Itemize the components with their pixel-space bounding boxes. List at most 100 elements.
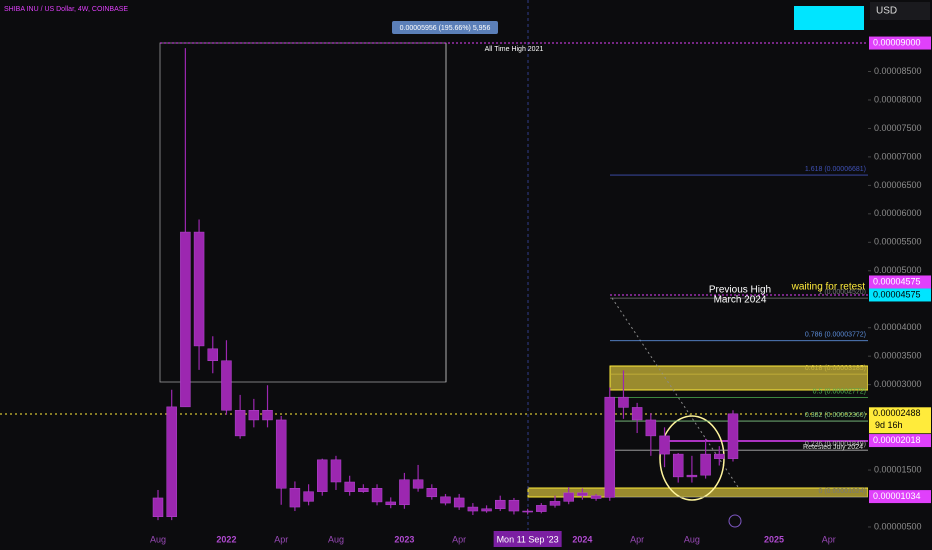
x-tick-label: 2025 — [764, 534, 784, 544]
candle-body — [508, 499, 520, 512]
candle-body — [590, 495, 602, 499]
candle-body — [467, 506, 479, 512]
candle-body — [700, 453, 711, 476]
candle-body — [495, 499, 506, 510]
chart-title: SHIBA INU / US Dollar, 4W, COINBASE — [4, 6, 128, 13]
x-tick-label: Aug — [328, 534, 344, 544]
price-label-box — [869, 288, 931, 302]
prev-high-label: Previous High — [709, 285, 771, 296]
candle-body — [618, 396, 629, 408]
fib-label: 0.618 (0.00003185) — [805, 365, 866, 372]
candle-body — [536, 505, 547, 512]
y-tick-label: 0.00008000 — [874, 94, 922, 104]
y-tick-label: 0.00004000 — [874, 322, 922, 332]
y-tick-label: 0.00003000 — [874, 379, 922, 389]
price-label-box — [869, 490, 931, 504]
y-tick-label: 0.00007000 — [874, 151, 922, 161]
price-label: 0.00002488 — [873, 408, 921, 418]
candle-body — [221, 360, 232, 411]
y-tick-label: 0.00003500 — [874, 351, 922, 361]
candle-body — [631, 407, 643, 421]
x-tick-label: Mon 11 Sep '23 — [497, 534, 559, 544]
fib-label: 0.786 (0.00003772) — [805, 332, 866, 339]
retested-label: Retested July 2024 — [803, 444, 863, 451]
candle-body — [330, 459, 342, 483]
y-tick-label: 0.00005500 — [874, 237, 922, 247]
candle-body — [275, 419, 287, 489]
toolbar-box — [794, 18, 864, 30]
x-tick-label: Aug — [150, 534, 166, 544]
candle-body — [645, 419, 657, 437]
currency-box[interactable] — [870, 2, 930, 20]
candle-body — [289, 488, 301, 508]
price-label: 0.00001034 — [873, 491, 921, 501]
x-tick-label: Aug — [684, 534, 700, 544]
candle-body — [262, 410, 273, 421]
fib-label: 0.382 (0.00002360) — [805, 412, 866, 419]
candle-body — [604, 396, 616, 498]
x-tick-label: 2022 — [216, 534, 236, 544]
candle-body — [303, 491, 314, 502]
candle-body — [714, 453, 725, 459]
crosshair-label-box — [493, 531, 562, 547]
price-label: 0.00004575 — [873, 276, 921, 286]
price-label: 0.00004575 — [873, 289, 921, 299]
price-countdown: 9d 16h — [875, 420, 903, 430]
price-label: 0.00002018 — [873, 435, 921, 445]
candle-body — [207, 348, 219, 361]
y-tick-label: 0.00000500 — [874, 521, 922, 531]
candle-body — [549, 501, 561, 506]
price-label-box — [869, 275, 931, 289]
candle-body — [727, 413, 739, 459]
candle-body — [399, 479, 410, 506]
measure-label-box — [392, 21, 498, 34]
fib-label: 0 (0.00001024) — [819, 488, 866, 495]
currency[interactable]: USD — [876, 6, 897, 17]
candle-body — [248, 410, 260, 421]
ath-label: All Time High 2021 — [485, 46, 544, 53]
candle-body — [481, 508, 492, 512]
candle-body — [166, 406, 177, 517]
waiting-label: waiting for retest — [791, 282, 866, 293]
candle-body — [371, 488, 383, 503]
candle-body — [672, 453, 684, 478]
y-tick-label: 0.00006000 — [874, 208, 922, 218]
fib-label: 0.5 (0.00002772) — [813, 388, 866, 395]
price-label: 0.00009000 — [873, 37, 921, 47]
candle-body — [426, 488, 438, 498]
candle-body — [193, 231, 205, 347]
time-axis — [0, 530, 868, 550]
price-label-box — [869, 434, 931, 448]
candle-body — [385, 501, 396, 506]
candle-body — [180, 231, 191, 408]
fib-label: 1.618 (0.00006681) — [805, 166, 866, 173]
candle-body — [412, 479, 424, 489]
x-tick-label: 2023 — [394, 534, 414, 544]
y-tick-label: 0.00006500 — [874, 180, 922, 190]
y-tick-label: 0.00008500 — [874, 66, 922, 76]
candle-body — [344, 481, 355, 492]
candle-body — [522, 510, 533, 513]
x-tick-label: Apr — [274, 534, 288, 544]
candle-body — [563, 492, 574, 502]
price-axis — [868, 0, 932, 550]
x-tick-label: Apr — [822, 534, 836, 544]
price-label-box — [869, 407, 931, 434]
x-tick-label: Apr — [630, 534, 644, 544]
candle-body — [234, 410, 246, 437]
price-label-box — [869, 36, 931, 50]
fib-label: 0.236 (0.00001849) — [805, 441, 866, 448]
candle-body — [659, 435, 670, 455]
candle-body — [453, 497, 465, 508]
candle-body — [577, 492, 588, 496]
fib-trend — [611, 297, 741, 491]
candle-body — [440, 496, 451, 504]
fib-label: 1 (0.00004520) — [819, 289, 866, 296]
measure-label: 0.00005956 (195.66%) 5,956 — [400, 25, 491, 32]
replay-icon[interactable] — [728, 514, 742, 528]
y-tick-label: 0.00005000 — [874, 265, 922, 275]
y-tick-label: 0.00007500 — [874, 123, 922, 133]
candle-body — [358, 488, 369, 492]
y-tick-label: 0.00001500 — [874, 464, 922, 474]
prev-high-label: March 2024 — [714, 295, 767, 306]
